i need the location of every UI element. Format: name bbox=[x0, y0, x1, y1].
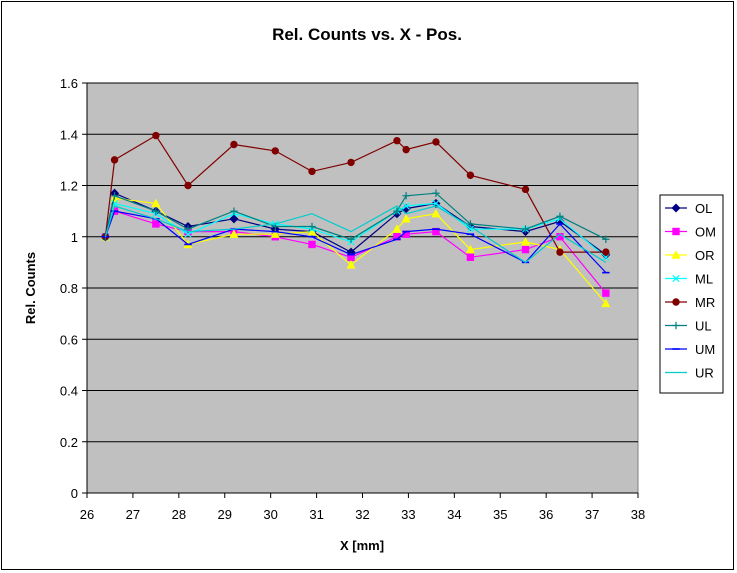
legend-label-ur: UR bbox=[695, 366, 714, 381]
data-point-mr bbox=[602, 248, 610, 256]
data-point-or bbox=[431, 208, 441, 218]
data-point-ul bbox=[521, 225, 530, 233]
data-point-or bbox=[229, 229, 239, 238]
data-point-ul bbox=[556, 212, 564, 220]
legend-label-or: OR bbox=[695, 248, 715, 263]
data-point-ml bbox=[466, 225, 475, 233]
legend-label-mr: MR bbox=[695, 295, 715, 310]
data-point-mr bbox=[230, 140, 238, 149]
data-point-mr bbox=[432, 138, 440, 146]
legend-marker-or bbox=[671, 250, 681, 259]
x-tick-label: 35 bbox=[493, 507, 507, 522]
y-tick-label: 1 bbox=[71, 230, 78, 245]
data-point-or bbox=[270, 229, 280, 238]
legend-label-ml: ML bbox=[695, 272, 713, 287]
legend-marker-ol bbox=[671, 203, 681, 213]
data-point-ul bbox=[402, 192, 410, 200]
data-point-ul bbox=[230, 207, 238, 215]
chart-title: Rel. Counts vs. X - Pos. bbox=[272, 25, 462, 44]
data-point-ol bbox=[229, 214, 239, 224]
x-tick-label: 33 bbox=[401, 507, 415, 522]
legend-label-ul: UL bbox=[695, 319, 712, 334]
series-line-ur bbox=[104, 205, 607, 264]
legend-box bbox=[659, 194, 724, 394]
data-point-om bbox=[521, 245, 530, 254]
y-tick-label: 1.6 bbox=[60, 76, 78, 91]
x-tick-label: 34 bbox=[447, 507, 461, 522]
data-point-mr bbox=[184, 181, 192, 190]
y-tick-label: 0.8 bbox=[60, 281, 78, 296]
legend: OL OM OR ML MR UL UM UR bbox=[659, 194, 724, 394]
data-point-or bbox=[346, 260, 356, 269]
x-tick-label: 29 bbox=[218, 507, 232, 522]
plot-area: 0 0.2 0.4 0.6 0.8 1 1.2 1.4 1.6 26 27 28 29 30 31 32 33 3… bbox=[60, 76, 645, 522]
legend-label-um: UM bbox=[695, 342, 715, 357]
x-tick-label: 32 bbox=[355, 507, 369, 522]
x-tick-label: 27 bbox=[126, 507, 140, 522]
legend-marker-mr bbox=[672, 298, 680, 306]
data-point-mr bbox=[402, 145, 410, 154]
x-tick-label: 37 bbox=[585, 507, 599, 522]
x-tick-label: 30 bbox=[263, 507, 277, 522]
data-point-om bbox=[466, 253, 475, 261]
data-point-mr bbox=[308, 167, 316, 176]
y-tick-label: 1.2 bbox=[60, 179, 78, 194]
data-point-mr bbox=[466, 171, 475, 179]
legend-marker-ul bbox=[672, 321, 680, 330]
data-point-mr bbox=[556, 248, 564, 256]
data-point-or bbox=[601, 298, 611, 308]
data-point-ul bbox=[602, 235, 610, 244]
data-point-mr bbox=[521, 185, 530, 194]
x-tick-label: 26 bbox=[80, 507, 94, 522]
data-point-ul bbox=[432, 189, 440, 197]
y-tick-label: 1.4 bbox=[60, 127, 78, 142]
y-tick-label: 0.4 bbox=[60, 384, 78, 399]
data-point-ml bbox=[432, 199, 440, 208]
x-tick-label: 38 bbox=[631, 507, 645, 522]
x-tick-label: 36 bbox=[539, 507, 553, 522]
data-point-ul bbox=[393, 207, 401, 215]
data-point-ul bbox=[347, 235, 355, 244]
x-tick-label: 28 bbox=[172, 507, 186, 522]
legend-label-ol: OL bbox=[695, 201, 712, 216]
x-axis-title: X [mm] bbox=[340, 538, 384, 553]
data-point-om bbox=[308, 240, 316, 249]
y-tick-label: 0.6 bbox=[60, 332, 78, 347]
data-point-ul bbox=[110, 192, 119, 200]
y-tick-label: 0.2 bbox=[60, 435, 78, 450]
data-point-or bbox=[401, 214, 411, 223]
data-point-om bbox=[602, 289, 610, 297]
data-point-mr bbox=[271, 147, 279, 155]
data-point-mr bbox=[110, 156, 119, 164]
data-point-or bbox=[520, 237, 531, 246]
data-point-ul bbox=[308, 222, 316, 231]
legend-marker-om bbox=[672, 227, 680, 236]
data-point-or bbox=[392, 224, 402, 233]
data-point-om bbox=[152, 220, 160, 228]
data-point-mr bbox=[152, 131, 160, 140]
data-point-ul bbox=[152, 207, 160, 215]
y-tick-label: 0 bbox=[71, 486, 78, 501]
legend-label-om: OM bbox=[695, 225, 716, 240]
data-point-mr bbox=[393, 136, 401, 145]
x-tick-label: 31 bbox=[309, 507, 323, 522]
data-point-ml bbox=[402, 202, 410, 210]
data-point-or bbox=[151, 198, 161, 208]
data-point-mr bbox=[347, 158, 355, 167]
data-point-or bbox=[465, 244, 475, 254]
legend-marker-ml bbox=[672, 274, 680, 283]
y-axis-title: Rel. Counts bbox=[23, 252, 38, 324]
